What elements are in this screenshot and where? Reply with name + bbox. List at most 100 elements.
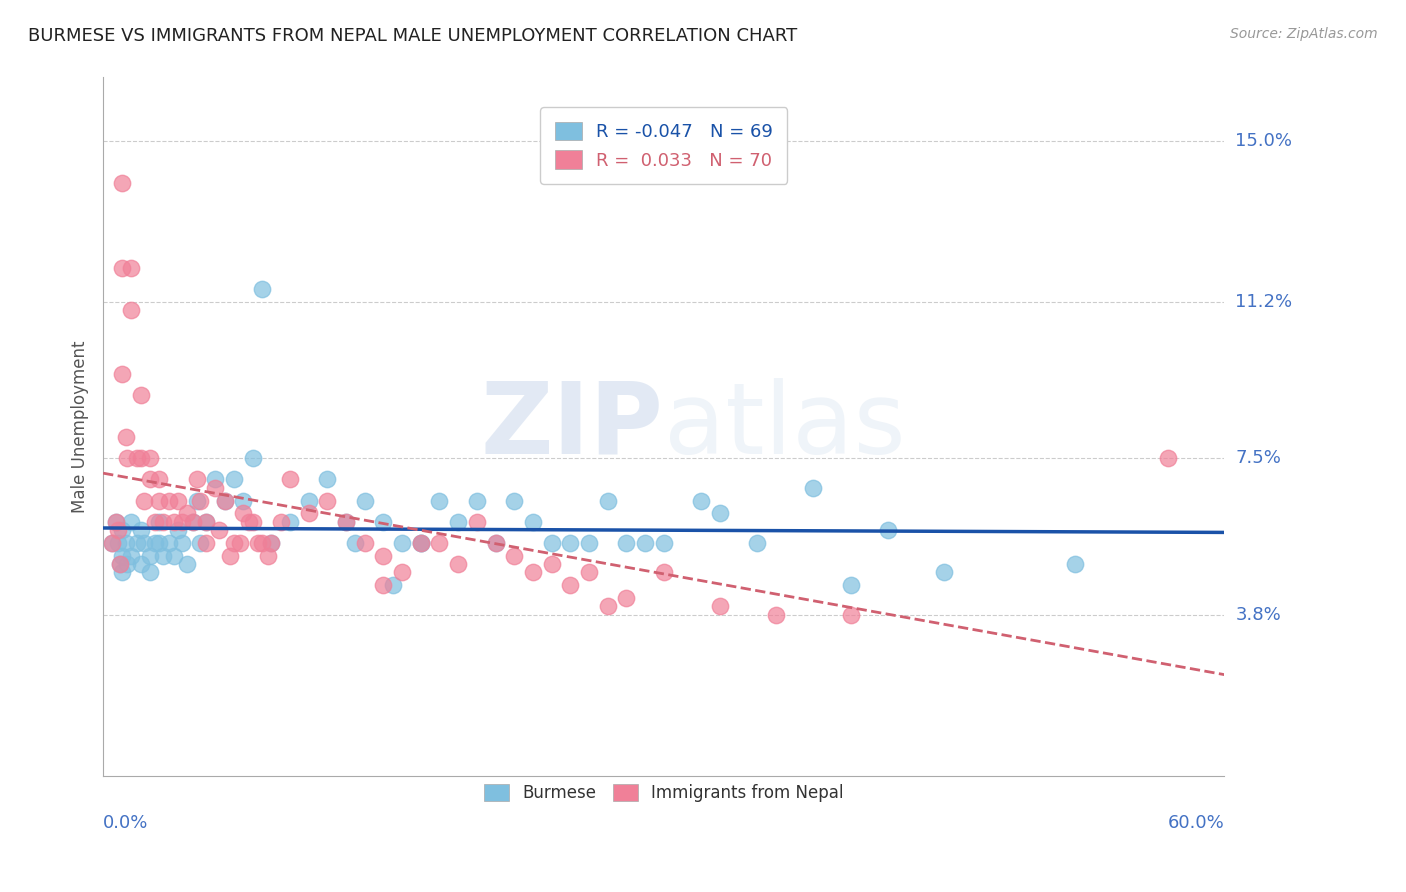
Point <box>652 536 675 550</box>
Point <box>429 493 451 508</box>
Point <box>148 472 170 486</box>
Point <box>228 536 250 550</box>
Point <box>117 451 139 466</box>
Point <box>214 493 236 508</box>
Point <box>111 260 134 275</box>
Point <box>163 549 186 563</box>
Point <box>167 523 190 537</box>
Point <box>186 472 208 486</box>
Point <box>148 536 170 550</box>
Point <box>503 493 526 508</box>
Point <box>134 536 156 550</box>
Point <box>465 515 488 529</box>
Point <box>614 591 637 605</box>
Point <box>101 536 124 550</box>
Point <box>139 472 162 486</box>
Point <box>145 515 167 529</box>
Y-axis label: Male Unemployment: Male Unemployment <box>72 340 89 513</box>
Point <box>522 515 544 529</box>
Point <box>429 536 451 550</box>
Point <box>105 515 128 529</box>
Point <box>181 515 204 529</box>
Text: BURMESE VS IMMIGRANTS FROM NEPAL MALE UNEMPLOYMENT CORRELATION CHART: BURMESE VS IMMIGRANTS FROM NEPAL MALE UN… <box>28 27 797 45</box>
Point <box>250 536 273 550</box>
Point <box>238 515 260 529</box>
Point <box>232 506 254 520</box>
Point <box>839 607 862 622</box>
Text: 3.8%: 3.8% <box>1236 606 1281 624</box>
Point <box>194 515 217 529</box>
Point <box>181 515 204 529</box>
Point <box>270 515 292 529</box>
Point <box>125 536 148 550</box>
Point <box>247 536 270 550</box>
Text: atlas: atlas <box>664 378 905 475</box>
Point <box>188 493 211 508</box>
Point <box>152 515 174 529</box>
Point <box>111 523 134 537</box>
Point <box>560 536 582 550</box>
Point <box>465 493 488 508</box>
Point <box>152 549 174 563</box>
Point <box>204 472 226 486</box>
Point <box>222 536 245 550</box>
Point <box>120 549 142 563</box>
Point <box>176 506 198 520</box>
Point <box>932 566 955 580</box>
Point <box>157 493 180 508</box>
Point <box>353 493 375 508</box>
Legend: Burmese, Immigrants from Nepal: Burmese, Immigrants from Nepal <box>477 778 851 809</box>
Point <box>316 493 339 508</box>
Point <box>208 523 231 537</box>
Point <box>214 493 236 508</box>
Point <box>447 557 470 571</box>
Point <box>114 430 136 444</box>
Point <box>139 566 162 580</box>
Point <box>139 549 162 563</box>
Point <box>129 557 152 571</box>
Point <box>111 549 134 563</box>
Point <box>484 536 506 550</box>
Point <box>167 493 190 508</box>
Point <box>242 451 264 466</box>
Point <box>596 493 619 508</box>
Point <box>114 536 136 550</box>
Point <box>709 506 731 520</box>
Point <box>134 493 156 508</box>
Point <box>634 536 657 550</box>
Point <box>709 599 731 614</box>
Point <box>801 481 824 495</box>
Point <box>260 536 283 550</box>
Point <box>596 599 619 614</box>
Point <box>373 578 395 592</box>
Point <box>381 578 404 592</box>
Point <box>344 536 367 550</box>
Point <box>117 557 139 571</box>
Point <box>373 515 395 529</box>
Point <box>503 549 526 563</box>
Text: 0.0%: 0.0% <box>103 814 149 832</box>
Point <box>256 549 278 563</box>
Point <box>163 515 186 529</box>
Point <box>409 536 432 550</box>
Point <box>353 536 375 550</box>
Point <box>194 536 217 550</box>
Point <box>877 523 900 537</box>
Point <box>522 566 544 580</box>
Point <box>170 536 193 550</box>
Point <box>409 536 432 550</box>
Point <box>176 557 198 571</box>
Point <box>194 515 217 529</box>
Point <box>409 536 432 550</box>
Point <box>111 566 134 580</box>
Point <box>148 493 170 508</box>
Point <box>747 536 769 550</box>
Point <box>765 607 787 622</box>
Point <box>188 536 211 550</box>
Point <box>186 493 208 508</box>
Point <box>1063 557 1085 571</box>
Point <box>335 515 357 529</box>
Point <box>139 451 162 466</box>
Text: ZIP: ZIP <box>481 378 664 475</box>
Point <box>447 515 470 529</box>
